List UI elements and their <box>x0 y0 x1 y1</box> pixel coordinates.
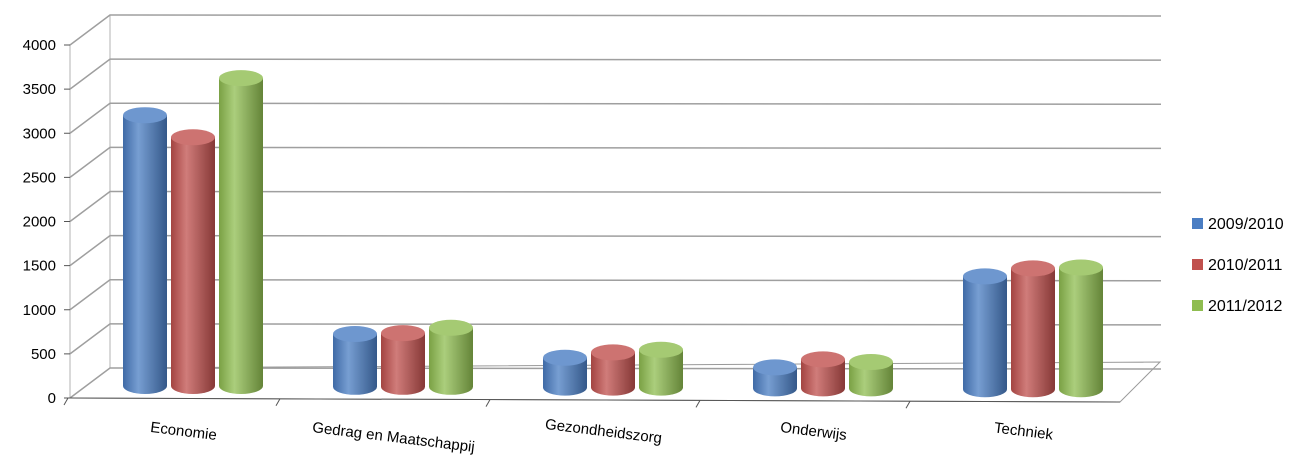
x-category-label: Gezondheidszorg <box>544 416 663 447</box>
bar-2009/2010-Techniek <box>963 276 1007 398</box>
bar-2010/2011-Techniek <box>1011 268 1055 398</box>
bar-2011/2012-Onderwijs <box>849 362 893 397</box>
bar-top <box>639 341 683 358</box>
bar-top <box>963 268 1007 285</box>
y-tick-label: 4000 <box>23 37 56 54</box>
legend-label: 2011/2012 <box>1208 298 1283 315</box>
y-tick-label: 1000 <box>23 302 56 319</box>
bar-top <box>381 325 425 342</box>
bars <box>123 70 1103 398</box>
bar-2010/2011-Onderwijs <box>801 359 845 397</box>
gridline <box>69 102 1162 134</box>
gridline <box>69 14 1162 46</box>
bar-2010/2011-Gezondheidszorg <box>591 352 635 396</box>
y-tick-label: 3000 <box>23 125 56 142</box>
gridline <box>69 323 1162 355</box>
bar-2011/2012-Gezondheidszorg <box>639 349 683 396</box>
bar-top <box>753 359 797 376</box>
x-axis-line <box>69 397 1121 403</box>
bar-top <box>429 319 473 336</box>
bar-top <box>1011 260 1055 277</box>
x-tick-mark <box>905 400 911 409</box>
bar-2011/2012-Economie <box>219 78 263 394</box>
y-tick-label: 3500 <box>23 81 56 98</box>
gridline <box>69 190 1162 223</box>
bar-top <box>171 129 215 146</box>
y-tick-label: 2000 <box>23 214 56 231</box>
y-tick-label: 0 <box>48 390 56 407</box>
gridline <box>69 146 1162 178</box>
y-tick-label: 1500 <box>23 258 56 275</box>
bar-top <box>1059 259 1103 276</box>
gridline <box>69 234 1162 267</box>
x-tick-mark <box>485 399 491 407</box>
x-category-label: Techniek <box>993 419 1054 443</box>
bar-top <box>333 325 377 342</box>
bar-top <box>543 349 587 366</box>
bar-top <box>801 351 845 368</box>
legend-swatch <box>1192 218 1203 229</box>
legend-swatch <box>1192 300 1203 311</box>
legend-label: 2010/2011 <box>1208 257 1283 274</box>
bar-2009/2010-Gezondheidszorg <box>543 357 587 396</box>
gridline <box>69 278 1162 311</box>
y-tick-label: 500 <box>31 346 56 363</box>
legend-label: 2009/2010 <box>1208 216 1284 233</box>
y-axis: 0 500 1000 1500 2000 2500 3000 3500 4000 <box>23 37 70 407</box>
bar-2010/2011-Gedrag en Maatschappij <box>381 333 425 395</box>
bar-top <box>849 354 893 371</box>
x-tick-mark <box>63 397 69 406</box>
bar-top <box>123 107 167 124</box>
x-axis: Economie Gedrag en Maatschappij Gezondheid… <box>63 397 1121 456</box>
bar-top <box>219 70 263 87</box>
bar-2009/2010-Economie <box>123 115 167 394</box>
x-category-label: Onderwijs <box>779 419 847 444</box>
bar-2009/2010-Onderwijs <box>753 367 797 397</box>
bar-2009/2010-Gedrag en Maatschappij <box>333 333 377 395</box>
bar-2010/2011-Economie <box>171 137 215 394</box>
bar-top <box>591 344 635 361</box>
bar-2011/2012-Gedrag en Maatschappij <box>429 327 473 395</box>
bar-2011/2012-Techniek <box>1059 267 1103 398</box>
x-tick-mark <box>695 400 701 408</box>
legend-swatch <box>1192 259 1203 270</box>
gridline <box>69 58 1162 90</box>
x-tick-mark <box>275 398 281 407</box>
y-tick-label: 2500 <box>23 169 56 186</box>
legend: 2009/2010 2010/2011 2011/2012 <box>1192 216 1284 315</box>
x-category-label: Gedrag en Maatschappij <box>311 419 475 456</box>
x-category-label: Economie <box>149 419 217 444</box>
